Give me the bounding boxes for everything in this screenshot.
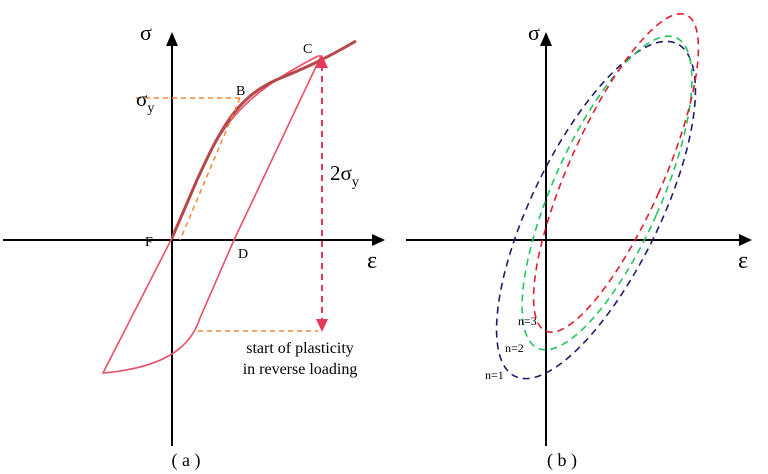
elastic-guide-line [179, 97, 241, 241]
panel-b-x-axis-arrowhead [739, 234, 752, 246]
panel-b-y-axis-arrowhead [540, 32, 552, 46]
loop-n1 [495, 40, 697, 380]
panel-a-y-axis-arrowhead [166, 32, 178, 46]
initial-loading-curve [170, 39, 357, 239]
point-b-label: B [236, 84, 245, 99]
panel-a-epsilon-axis-label: ε [367, 248, 377, 274]
panel-b: n=3 n=2 n=1 σ ε ( b ) [406, 13, 752, 471]
annotation-line-2: in reverse loading [243, 361, 358, 378]
panel-b-sigma-axis-label: σ [528, 20, 540, 45]
point-f-label: F [145, 235, 153, 250]
point-d-label: D [238, 247, 248, 262]
panel-a-sigma-axis-label: σ [140, 20, 152, 45]
panel-a-caption: ( a ) [172, 450, 201, 471]
point-c-label: C [303, 42, 312, 57]
loop-n2-label: n=2 [505, 341, 524, 355]
panel-b-caption: ( b ) [547, 450, 577, 471]
loop-n3 [532, 13, 700, 333]
two-sigma-y-arrowhead-top [316, 55, 328, 68]
panel-b-epsilon-axis-label: ε [738, 248, 748, 274]
panel-a-x-axis-arrowhead [372, 234, 385, 246]
two-sigma-y-arrowhead-bottom [316, 319, 328, 332]
loop-n3-label: n=3 [518, 314, 537, 328]
annotation-line-1: start of plasticity [246, 340, 354, 357]
two-sigma-y-label: 2σy [330, 161, 359, 190]
loop-n1-label: n=1 [485, 368, 504, 382]
sigma-y-label: σy [136, 87, 154, 116]
panel-a: σ ε B C D F σy 2σy start of plasticity i… [3, 20, 385, 471]
